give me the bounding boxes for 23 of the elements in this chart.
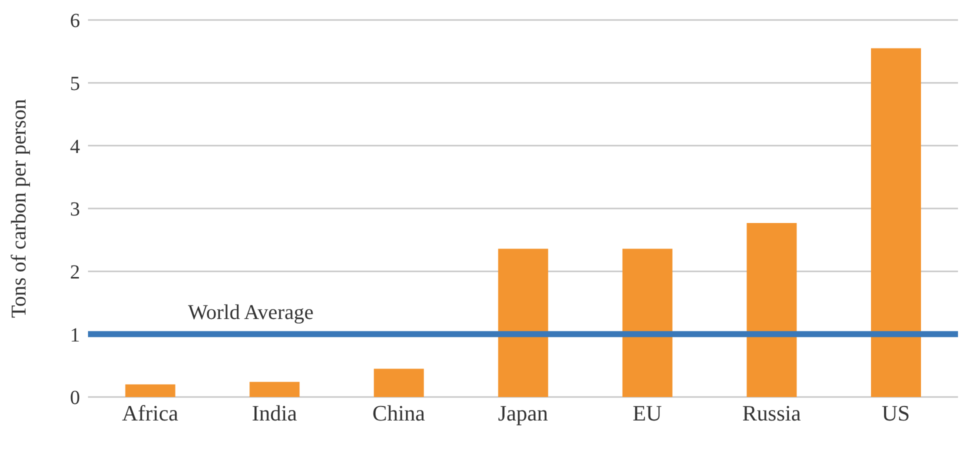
x-tick-label: Africa (122, 400, 178, 426)
y-tick-label: 6 (70, 10, 80, 32)
bar (498, 248, 548, 397)
bar (374, 368, 424, 397)
x-tick-label: EU (632, 400, 662, 426)
ref-line-label: World Average (188, 300, 314, 324)
y-tick-label: 3 (70, 198, 80, 221)
x-tick-label: India (252, 400, 298, 426)
bar (871, 48, 921, 397)
x-tick-label: US (882, 400, 910, 426)
bar (125, 384, 176, 397)
x-tick-label: Russia (742, 400, 802, 426)
x-tick-label: China (372, 400, 426, 426)
bar (250, 382, 300, 397)
bar (622, 248, 672, 397)
y-tick-label: 0 (70, 387, 80, 410)
y-tick-label: 2 (70, 261, 80, 284)
x-tick-label: Japan (498, 400, 548, 426)
y-tick-label: 5 (70, 72, 80, 95)
y-axis-title: Tons of carbon per person (6, 98, 30, 318)
y-tick-label: 4 (70, 136, 80, 158)
y-tick-label: 1 (70, 324, 80, 346)
bar (746, 222, 797, 397)
